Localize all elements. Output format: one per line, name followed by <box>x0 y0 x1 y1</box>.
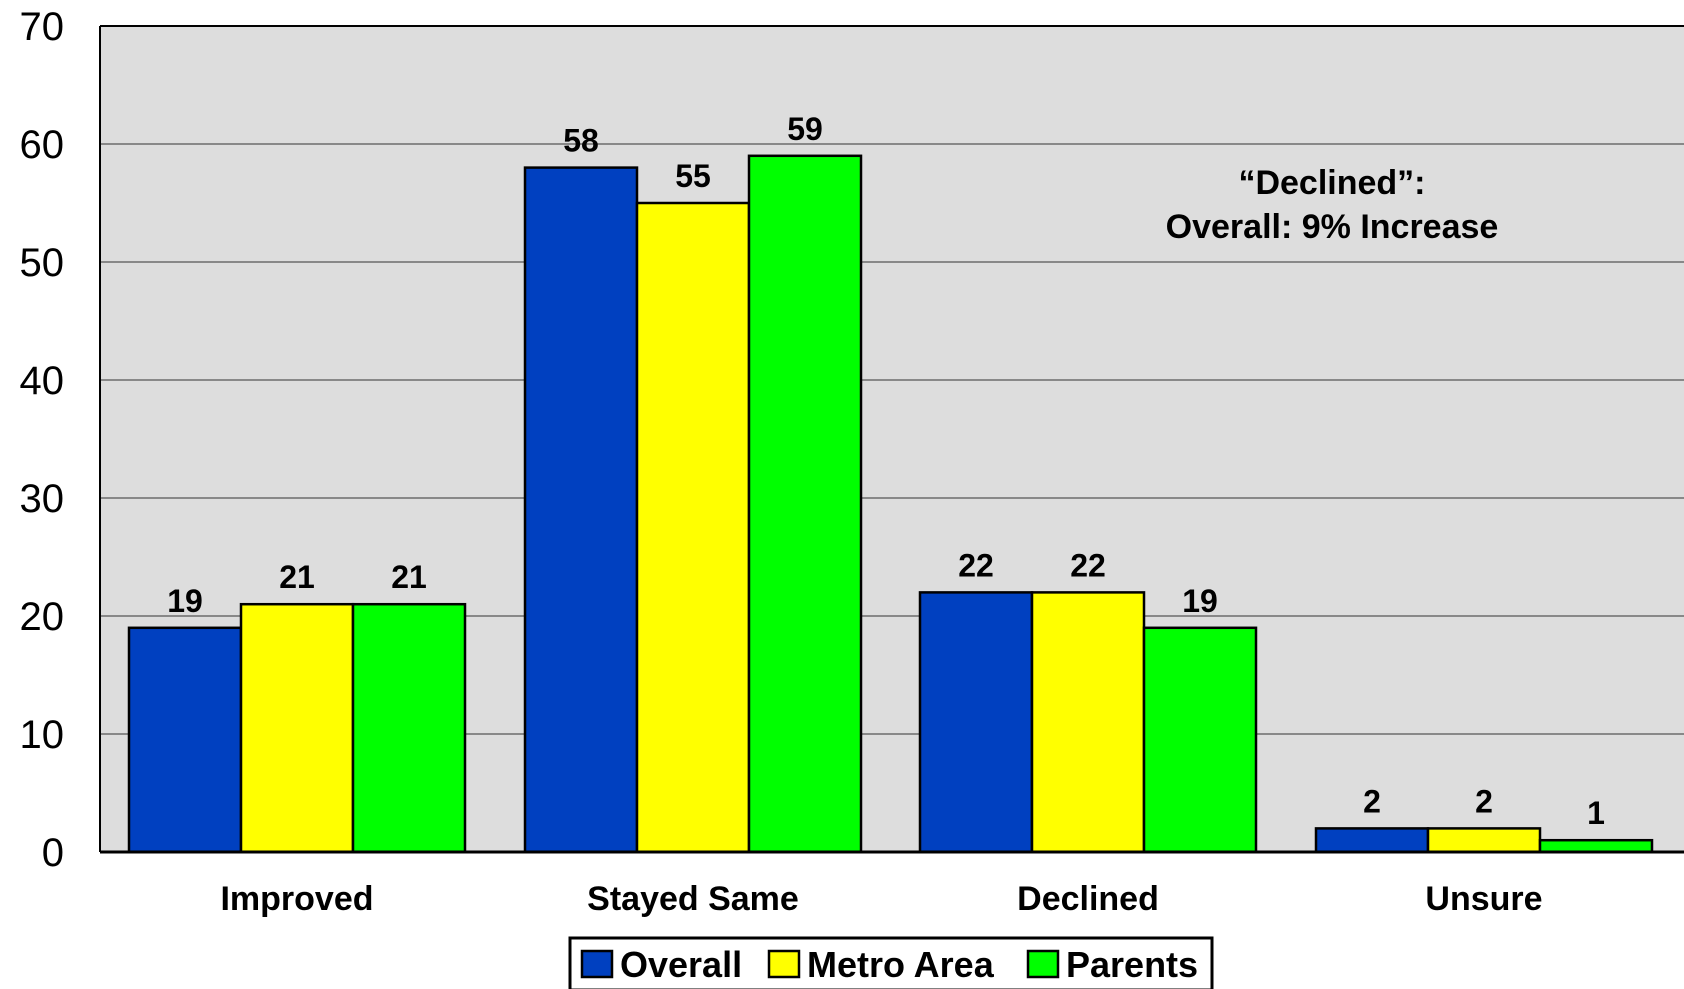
data-label: 21 <box>279 559 315 595</box>
data-label: 59 <box>787 111 823 147</box>
data-label: 21 <box>391 559 427 595</box>
legend-label: Metro Area <box>807 944 995 985</box>
data-label: 22 <box>958 547 994 583</box>
data-label: 19 <box>167 583 203 619</box>
bar-metro-area-declined <box>1030 591 1146 854</box>
bar-metro-area-stayed-same <box>635 201 751 854</box>
bar-overall-unsure <box>1314 827 1430 854</box>
legend: Overall Metro Area Parents <box>568 936 1214 989</box>
bar-overall-stayed-same <box>523 166 639 854</box>
legend-label: Parents <box>1066 944 1198 985</box>
bar-parents-improved <box>351 602 467 854</box>
y-tick-label: 0 <box>42 831 64 875</box>
y-tick-label: 20 <box>20 595 65 639</box>
legend-swatch-metro-area <box>767 949 801 979</box>
data-label: 2 <box>1475 783 1493 819</box>
data-label: 22 <box>1070 547 1106 583</box>
y-tick-label: 40 <box>20 359 65 403</box>
data-label: 19 <box>1182 583 1218 619</box>
bar-parents-unsure <box>1538 838 1654 854</box>
category-label: Unsure <box>1425 880 1542 918</box>
bar-parents-stayed-same <box>747 154 863 854</box>
data-label: 58 <box>563 123 599 159</box>
data-label: 55 <box>675 158 711 194</box>
data-label: 2 <box>1363 783 1381 819</box>
category-label: Stayed Same <box>587 880 799 918</box>
x-axis-category-labels: Improved Stayed Same Declined Unsure <box>220 880 1542 918</box>
bar-metro-area-improved <box>239 602 355 854</box>
y-tick-label: 70 <box>20 5 65 49</box>
category-label: Declined <box>1017 880 1159 918</box>
legend-swatch-overall <box>580 949 614 979</box>
category-label: Improved <box>220 880 373 918</box>
bar-parents-declined <box>1142 626 1258 854</box>
legend-swatch-parents <box>1026 949 1060 979</box>
y-tick-label: 10 <box>20 713 65 757</box>
y-axis-tick-labels: 0 10 20 30 40 50 60 70 <box>20 5 65 875</box>
bar-overall-declined <box>918 591 1034 854</box>
annotation-line-1: “Declined”: <box>1238 164 1425 202</box>
data-label: 1 <box>1587 795 1605 831</box>
bar-overall-improved <box>127 626 243 854</box>
annotation-line-2: Overall: 9% Increase <box>1166 208 1499 246</box>
y-tick-label: 50 <box>20 241 65 285</box>
bars <box>127 154 1654 854</box>
legend-label: Overall <box>620 944 742 985</box>
bar-metro-area-unsure <box>1426 827 1542 854</box>
y-tick-label: 60 <box>20 123 65 167</box>
y-tick-label: 30 <box>20 477 65 521</box>
legend-box <box>568 936 1214 989</box>
